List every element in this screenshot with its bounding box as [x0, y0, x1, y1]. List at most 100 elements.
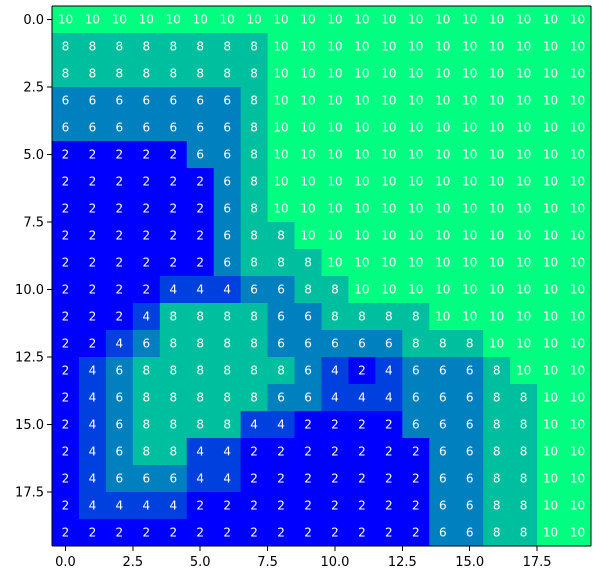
- heatmap-cell: [159, 303, 188, 331]
- heatmap-cell: [267, 249, 296, 277]
- heatmap-cell: [564, 384, 592, 412]
- heatmap-cell: [78, 303, 107, 331]
- heatmap-cell: [132, 60, 161, 88]
- heatmap-cell: [564, 357, 592, 385]
- cell-value-label: 10: [435, 67, 450, 81]
- cell-value-label: 2: [358, 445, 366, 459]
- heatmap-cell: [375, 195, 403, 223]
- cell-value-label: 2: [196, 202, 204, 216]
- x-tick-label: 5.0: [190, 555, 211, 570]
- heatmap-cell: [213, 276, 242, 304]
- cell-value-label: 4: [277, 418, 285, 432]
- heatmap-cell: [537, 6, 565, 34]
- cell-value-label: 10: [570, 499, 585, 513]
- heatmap-cell: [159, 87, 188, 115]
- cell-value-label: 10: [435, 229, 450, 243]
- y-tick-label: 5.0: [23, 148, 44, 163]
- cell-value-label: 10: [435, 175, 450, 189]
- cell-value-label: 2: [143, 526, 151, 540]
- heatmap-cell: [52, 303, 80, 331]
- cell-value-label: 2: [331, 472, 339, 486]
- cell-value-label: 6: [116, 94, 124, 108]
- heatmap-cell: [510, 6, 538, 34]
- cell-value-label: 10: [273, 202, 288, 216]
- heatmap-cell: [132, 519, 161, 547]
- heatmap-cell: [483, 411, 511, 439]
- heatmap-cell: [105, 465, 134, 493]
- cell-value-label: 6: [169, 472, 177, 486]
- cell-value-label: 4: [89, 364, 97, 378]
- cell-value-label: 2: [116, 310, 124, 324]
- heatmap-cell: [267, 465, 296, 493]
- heatmap-cell: [402, 276, 430, 304]
- cell-value-label: 2: [331, 445, 339, 459]
- cell-value-label: 4: [196, 445, 204, 459]
- heatmap-cell: [402, 168, 430, 196]
- cell-value-label: 2: [116, 283, 124, 297]
- heatmap-cell: [186, 438, 215, 466]
- cell-value-label: 10: [489, 310, 504, 324]
- heatmap-cell: [186, 411, 215, 439]
- heatmap-cell: [105, 87, 134, 115]
- cell-value-label: 2: [358, 418, 366, 432]
- heatmap-cell: [105, 114, 134, 142]
- cell-value-label: 10: [570, 472, 585, 486]
- cell-value-label: 10: [408, 40, 423, 54]
- heatmap-cell: [510, 303, 538, 331]
- heatmap-cell: [483, 60, 511, 88]
- heatmap-cell: [186, 195, 215, 223]
- cell-value-label: 10: [489, 94, 504, 108]
- heatmap-cell: [294, 303, 322, 331]
- cell-value-label: 10: [273, 94, 288, 108]
- heatmap-cell: [564, 195, 592, 223]
- cell-value-label: 4: [331, 391, 339, 405]
- heatmap-cell: [348, 303, 376, 331]
- cell-value-label: 8: [250, 94, 258, 108]
- cell-value-label: 10: [273, 121, 288, 135]
- heatmap-cell: [402, 411, 430, 439]
- heatmap-cell: [267, 303, 296, 331]
- cell-value-label: 8: [331, 310, 339, 324]
- heatmap-cell: [456, 276, 484, 304]
- heatmap-cell: [78, 249, 107, 277]
- cell-value-label: 10: [435, 40, 450, 54]
- heatmap-cell: [429, 411, 457, 439]
- cell-value-label: 10: [354, 175, 369, 189]
- heatmap-cell: [52, 519, 80, 547]
- heatmap-cell: [402, 114, 430, 142]
- cell-value-label: 6: [196, 121, 204, 135]
- heatmap-cell: [78, 141, 107, 169]
- cell-value-label: 10: [570, 283, 585, 297]
- heatmap-cell: [159, 60, 188, 88]
- heatmap-cell: [537, 519, 565, 547]
- cell-value-label: 4: [116, 337, 124, 351]
- cell-value-label: 8: [250, 148, 258, 162]
- heatmap-cell: [321, 6, 349, 34]
- cell-value-label: 2: [250, 472, 258, 486]
- heatmap-cell: [429, 114, 457, 142]
- cell-value-label: 8: [250, 256, 258, 270]
- heatmap-cell: [240, 330, 269, 358]
- heatmap-cell: [537, 222, 565, 250]
- heatmap-cell: [186, 330, 215, 358]
- cell-value-label: 10: [516, 148, 531, 162]
- heatmap-cell: [537, 195, 565, 223]
- cell-value-label: 6: [143, 121, 151, 135]
- heatmap-cell: [294, 195, 322, 223]
- cell-value-label: 4: [143, 499, 151, 513]
- heatmap-cell: [402, 60, 430, 88]
- cell-value-label: 10: [543, 256, 558, 270]
- heatmap-cell: [213, 249, 242, 277]
- heatmap-cell: [456, 519, 484, 547]
- heatmap-cell: [159, 438, 188, 466]
- cell-value-label: 8: [223, 337, 231, 351]
- heatmap-cell: [267, 6, 296, 34]
- cell-value-label: 8: [520, 526, 528, 540]
- cell-value-label: 8: [277, 229, 285, 243]
- cell-value-label: 10: [516, 283, 531, 297]
- heatmap-cell: [537, 438, 565, 466]
- cell-value-label: 8: [250, 310, 258, 324]
- heatmap-cell: [321, 384, 349, 412]
- cell-value-label: 8: [250, 364, 258, 378]
- heatmap-cell: [294, 222, 322, 250]
